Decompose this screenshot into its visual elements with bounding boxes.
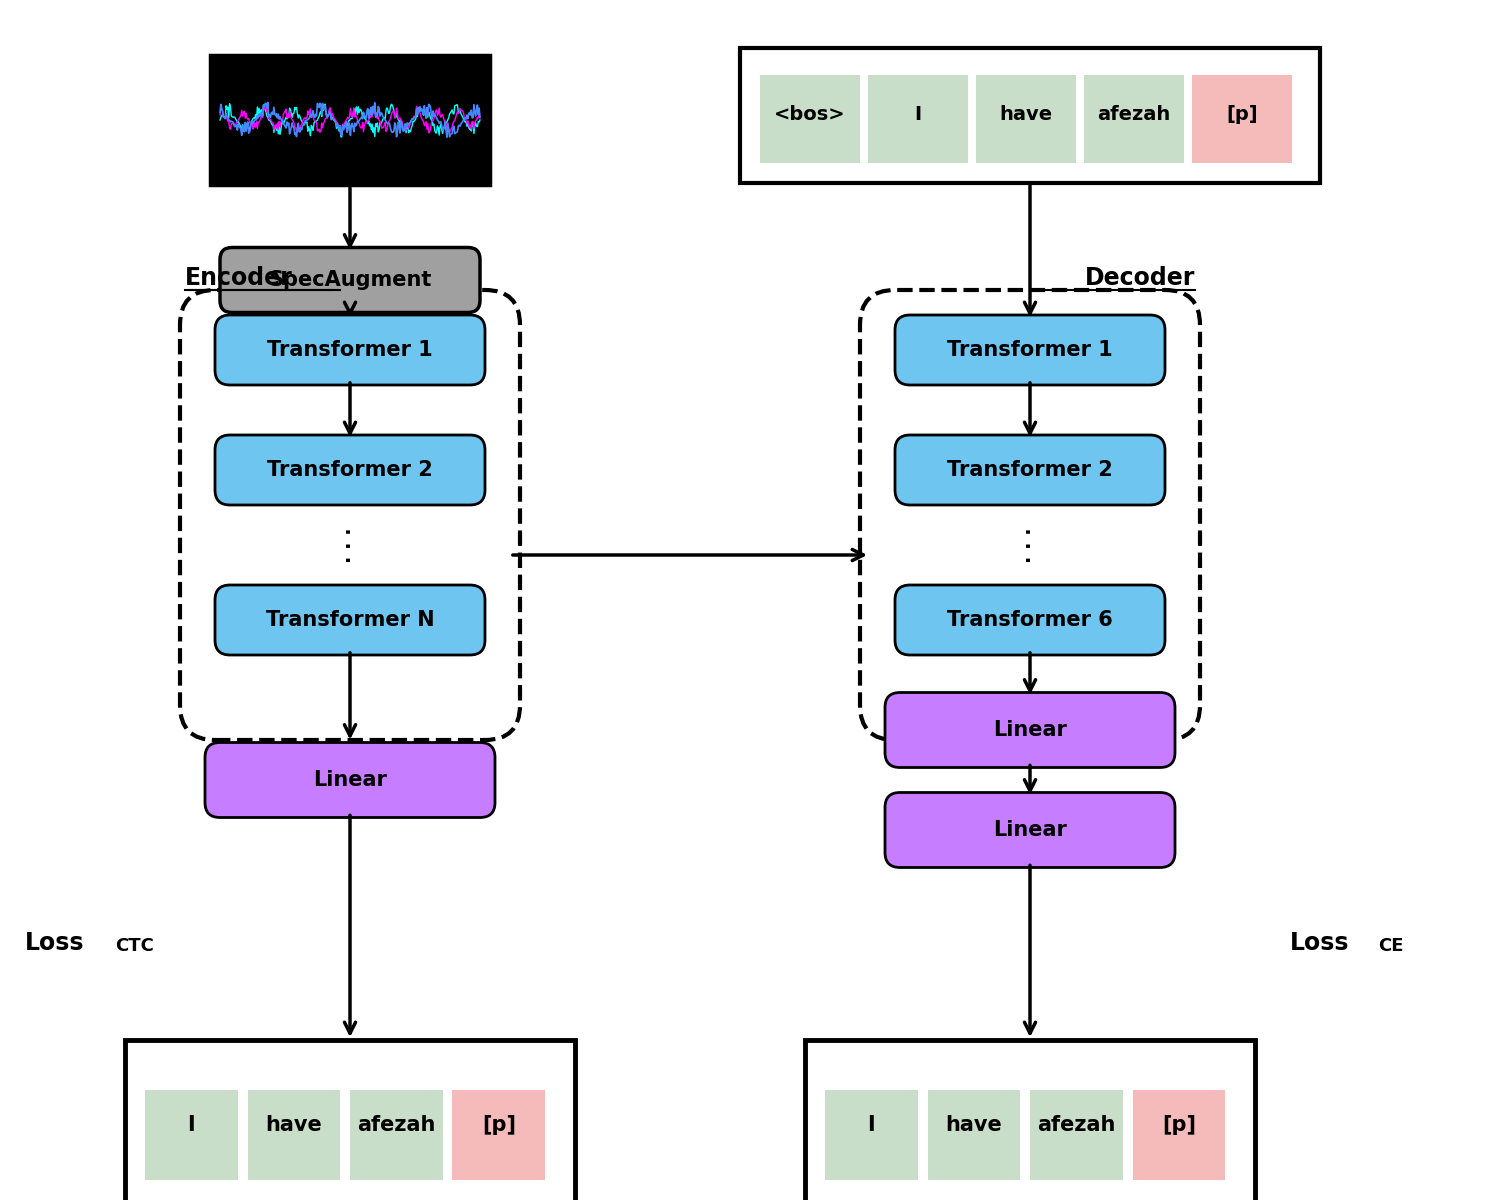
Text: Decoder: Decoder [1084,266,1194,290]
Text: Linear: Linear [992,820,1066,840]
FancyBboxPatch shape [247,1090,340,1180]
Text: [p]: [p] [1161,1115,1196,1135]
Text: afezah: afezah [1098,106,1170,125]
Text: Transformer 2: Transformer 2 [267,460,432,480]
Text: Loss: Loss [1291,931,1349,955]
FancyBboxPatch shape [976,74,1075,163]
FancyBboxPatch shape [1030,1090,1122,1180]
Text: [p]: [p] [1226,106,1258,125]
FancyBboxPatch shape [886,792,1175,868]
Text: Loss: Loss [26,931,84,955]
FancyBboxPatch shape [928,1090,1020,1180]
FancyBboxPatch shape [886,692,1175,768]
FancyBboxPatch shape [215,584,485,655]
Text: have: have [1000,106,1053,125]
Text: Linear: Linear [992,720,1066,740]
FancyBboxPatch shape [1133,1090,1224,1180]
FancyBboxPatch shape [220,247,480,312]
FancyBboxPatch shape [349,1090,443,1180]
Text: [p]: [p] [482,1115,515,1135]
Text: I: I [867,1115,875,1135]
Text: Transformer 6: Transformer 6 [947,610,1113,630]
FancyBboxPatch shape [825,1090,917,1180]
Text: Transformer N: Transformer N [265,610,434,630]
Text: Transformer 2: Transformer 2 [947,460,1113,480]
Text: <bos>: <bos> [774,106,846,125]
FancyBboxPatch shape [209,55,489,185]
Text: I: I [914,106,922,125]
FancyBboxPatch shape [125,1040,575,1200]
Text: CTC: CTC [114,937,154,955]
Text: Transformer 1: Transformer 1 [947,340,1113,360]
FancyBboxPatch shape [452,1090,545,1180]
FancyBboxPatch shape [145,1090,238,1180]
FancyBboxPatch shape [761,74,860,163]
FancyBboxPatch shape [895,316,1166,385]
Text: Transformer 1: Transformer 1 [267,340,432,360]
Text: have: have [265,1115,322,1135]
Text: · · ·: · · · [1021,527,1039,563]
Text: Linear: Linear [313,770,387,790]
Text: I: I [187,1115,196,1135]
FancyBboxPatch shape [1084,74,1184,163]
FancyBboxPatch shape [895,434,1166,505]
Text: CE: CE [1378,937,1404,955]
FancyBboxPatch shape [867,74,968,163]
FancyBboxPatch shape [1193,74,1292,163]
FancyBboxPatch shape [806,1040,1254,1200]
Text: have: have [946,1115,1001,1135]
Text: · · ·: · · · [340,527,360,563]
FancyBboxPatch shape [215,434,485,505]
FancyBboxPatch shape [215,316,485,385]
FancyBboxPatch shape [895,584,1166,655]
Text: SpecAugment: SpecAugment [268,270,432,290]
FancyBboxPatch shape [739,48,1319,182]
Text: afezah: afezah [1038,1115,1116,1135]
Text: afezah: afezah [357,1115,435,1135]
FancyBboxPatch shape [205,743,495,817]
Text: Encoder: Encoder [185,266,292,290]
